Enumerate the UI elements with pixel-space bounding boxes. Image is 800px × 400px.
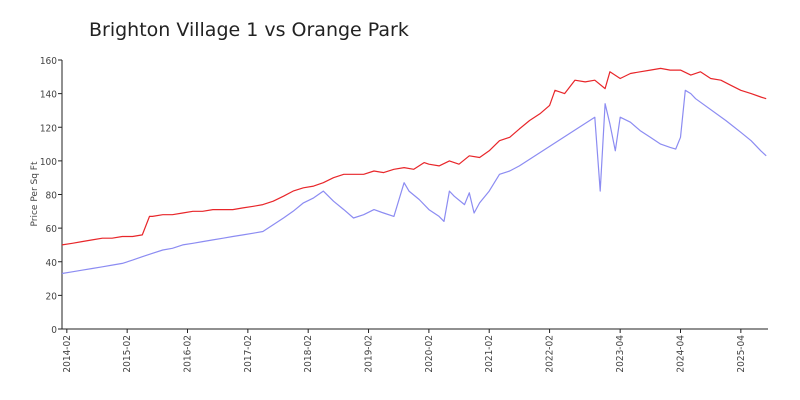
y-tick-label: 100: [40, 157, 57, 168]
y-tick-label: 20: [46, 291, 58, 302]
chart-title: Brighton Village 1 vs Orange Park: [89, 19, 409, 41]
y-axis-label: Price Per Sq Ft: [30, 161, 40, 226]
y-tick-label: 140: [40, 90, 57, 101]
y-tick-label: 160: [40, 56, 57, 67]
x-tick-label: 2022-02: [545, 335, 556, 373]
x-tick-label: 2025-04: [736, 335, 747, 373]
x-tick-label: 2015-02: [122, 335, 133, 373]
series-line-2: [61, 89, 767, 275]
y-tick-label: 120: [40, 123, 57, 134]
plot-area: 0 20 40 60 80 100 120 140 160 2014-02 2015-02 2016-…: [40, 56, 768, 373]
x-tick-label: 2020-02: [424, 335, 435, 373]
x-tick-label: 2019-02: [364, 335, 375, 373]
x-tick-label: 2014-02: [62, 335, 73, 373]
x-tick-label: 2017-02: [243, 335, 254, 373]
x-tick-label: 2024-04: [676, 335, 687, 373]
y-tick-label: 80: [46, 191, 58, 202]
y-tick-label: 60: [46, 224, 58, 235]
x-tick-label: 2018-02: [303, 335, 314, 373]
series-line-1: [61, 67, 767, 246]
x-tick-label: 2016-02: [183, 335, 194, 373]
x-tick-label: 2021-02: [484, 335, 495, 373]
x-tick-label: 2023-04: [615, 335, 626, 373]
y-tick-label: 0: [51, 325, 57, 336]
y-tick-label: 40: [46, 258, 58, 269]
